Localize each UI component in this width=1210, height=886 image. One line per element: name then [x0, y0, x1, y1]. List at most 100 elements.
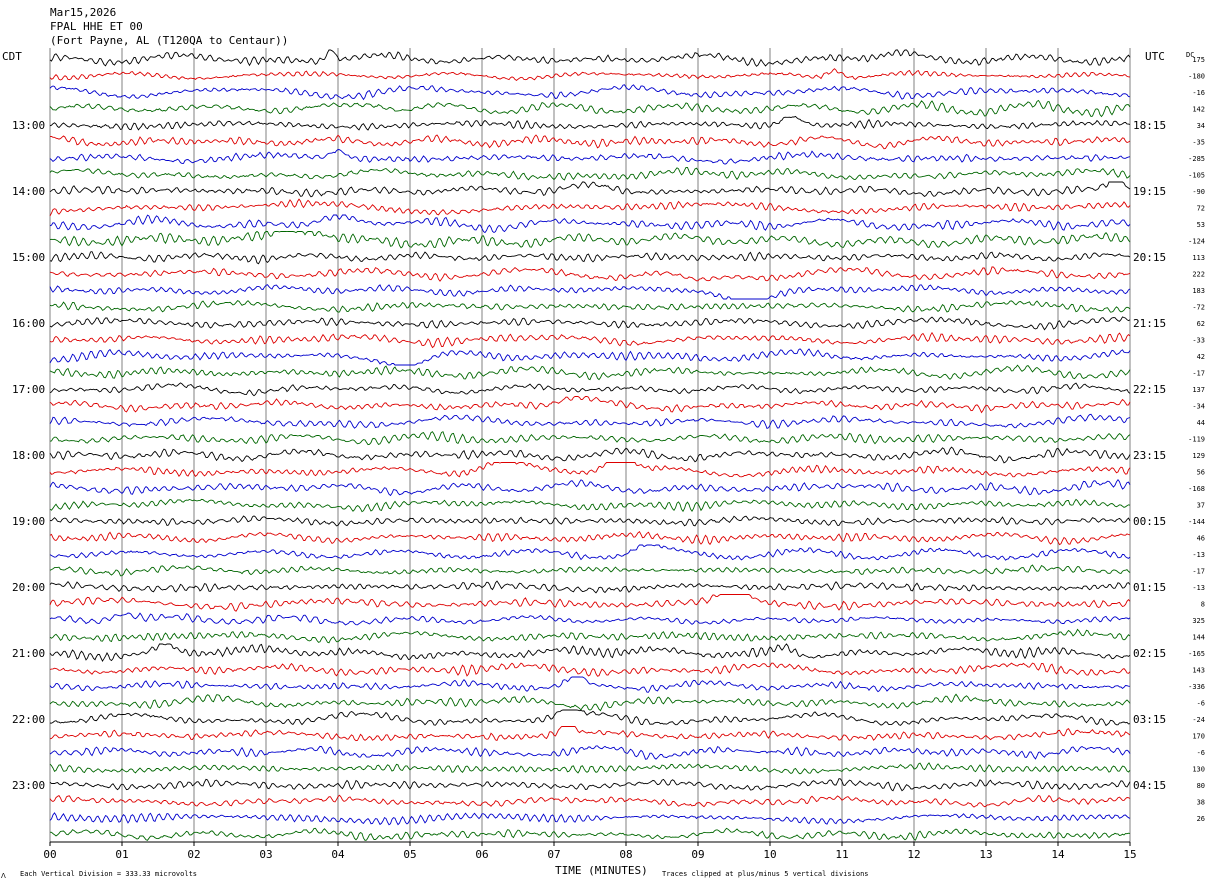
- dc-offset-value: -17: [1192, 568, 1205, 576]
- trace-1: [49, 68, 1131, 81]
- trace-28: [49, 515, 1131, 527]
- x-tick-label: 08: [619, 848, 632, 861]
- trace-8: [49, 181, 1131, 198]
- dc-offset-value: -285: [1188, 155, 1205, 163]
- dc-offset-value: -144: [1188, 518, 1205, 526]
- trace-31: [49, 564, 1131, 577]
- left-hour-label: 15:00: [12, 251, 45, 264]
- x-tick-label: 07: [547, 848, 560, 861]
- right-hour-label: 18:15: [1133, 119, 1166, 132]
- left-timezone-label: CDT: [2, 50, 22, 63]
- dc-offset-value: 53: [1197, 221, 1205, 229]
- trace-32: [49, 580, 1131, 594]
- right-hour-label: 03:15: [1133, 713, 1166, 726]
- left-hour-label: 23:00: [12, 779, 45, 792]
- dc-offset-value: 183: [1192, 287, 1205, 295]
- x-tick-label: 06: [475, 848, 488, 861]
- x-tick-label: 00: [43, 848, 56, 861]
- left-hour-label: 16:00: [12, 317, 45, 330]
- trace-26: [49, 478, 1131, 497]
- x-tick-label: 10: [763, 848, 776, 861]
- dc-offset-value: -72: [1192, 304, 1205, 312]
- trace-3: [49, 99, 1131, 118]
- x-tick-label: 02: [187, 848, 200, 861]
- trace-9: [49, 198, 1131, 217]
- left-hour-label: 13:00: [12, 119, 45, 132]
- trace-22: [49, 413, 1131, 429]
- dc-offset-value: -24: [1192, 716, 1205, 724]
- x-tick-label: 14: [1051, 848, 1065, 861]
- left-hour-label: 21:00: [12, 647, 45, 660]
- dc-offset-value: -336: [1188, 683, 1205, 691]
- dc-offset-value: 44: [1197, 419, 1205, 427]
- trace-37: [49, 662, 1131, 677]
- right-hour-label: 00:15: [1133, 515, 1166, 528]
- dc-offset-value: 129: [1192, 452, 1205, 460]
- trace-47: [49, 827, 1131, 841]
- trace-44: [49, 778, 1131, 792]
- dc-offset-value: -33: [1192, 337, 1205, 345]
- trace-5: [49, 134, 1131, 150]
- dc-offset-value: 144: [1192, 634, 1205, 642]
- header-channel: FPAL HHE ET 00: [50, 20, 143, 33]
- dc-offset-value: 38: [1197, 799, 1205, 807]
- dc-offset-value: -16: [1192, 89, 1205, 97]
- right-hour-label: 20:15: [1133, 251, 1166, 264]
- trace-45: [49, 794, 1131, 808]
- dc-offset-value: 137: [1192, 386, 1205, 394]
- dc-offset-value: -13: [1192, 584, 1205, 592]
- dc-offset-value: 56: [1197, 469, 1205, 477]
- left-hour-label: 19:00: [12, 515, 45, 528]
- seismogram-traces: [49, 49, 1131, 841]
- dc-offset-value: 26: [1197, 815, 1205, 823]
- dc-offset-value: -6: [1197, 749, 1205, 757]
- dc-label: DC: [1186, 51, 1194, 59]
- x-tick-label: 01: [115, 848, 128, 861]
- trace-15: [49, 300, 1131, 313]
- dc-offset-value: 325: [1192, 617, 1205, 625]
- trace-14: [49, 284, 1131, 300]
- trace-4: [49, 115, 1131, 131]
- x-tick-label: 11: [835, 848, 848, 861]
- x-tick-label: 13: [979, 848, 992, 861]
- left-hour-label: 14:00: [12, 185, 45, 198]
- dc-offset-value: -168: [1188, 485, 1205, 493]
- right-hour-label: 21:15: [1133, 317, 1166, 330]
- trace-46: [49, 812, 1131, 826]
- trace-23: [49, 431, 1131, 446]
- dc-offset-value: -13: [1192, 551, 1205, 559]
- trace-19: [49, 364, 1131, 381]
- dc-offset-labels: 175 -180 -16 142 34 -35 -285 -105 -90 72 53 -124 113…: [1188, 56, 1205, 823]
- trace-35: [49, 628, 1131, 644]
- left-hour-label: 17:00: [12, 383, 45, 396]
- trace-2: [49, 84, 1131, 101]
- dc-offset-value: -165: [1188, 650, 1205, 658]
- trace-36: [49, 643, 1131, 663]
- trace-39: [49, 693, 1131, 712]
- left-hour-label: 22:00: [12, 713, 45, 726]
- dc-offset-value: 42: [1197, 353, 1205, 361]
- trace-16: [49, 316, 1131, 331]
- dc-offset-value: 142: [1192, 106, 1205, 114]
- trace-42: [49, 745, 1131, 760]
- trace-20: [49, 382, 1131, 397]
- x-tick-label: 05: [403, 848, 416, 861]
- trace-25: [49, 461, 1131, 478]
- trace-40: [49, 709, 1131, 727]
- left-hour-label: 18:00: [12, 449, 45, 462]
- right-hour-label: 19:15: [1133, 185, 1166, 198]
- dc-offset-value: 46: [1197, 535, 1205, 543]
- dc-offset-value: -34: [1192, 403, 1205, 411]
- dc-offset-value: 175: [1192, 56, 1205, 64]
- trace-17: [49, 331, 1131, 349]
- dc-offset-value: -17: [1192, 370, 1205, 378]
- trace-0: [49, 49, 1131, 67]
- trace-21: [49, 396, 1131, 414]
- x-tick-label: 15: [1123, 848, 1136, 861]
- x-tick-label: 03: [259, 848, 272, 861]
- x-axis-title: TIME (MINUTES): [555, 864, 648, 877]
- trace-18: [49, 348, 1131, 366]
- trace-10: [49, 214, 1131, 234]
- corner-mark-icon: ⴷ: [1, 872, 6, 880]
